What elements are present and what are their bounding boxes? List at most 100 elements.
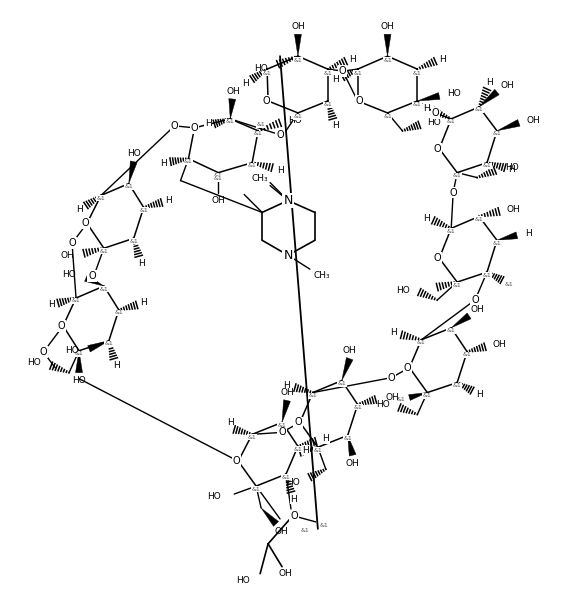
- Text: O: O: [191, 123, 198, 133]
- Text: H: H: [138, 259, 145, 268]
- Text: OH: OH: [527, 116, 540, 125]
- Text: &1: &1: [474, 107, 484, 112]
- Text: OH: OH: [278, 569, 292, 578]
- Text: HO: HO: [28, 358, 41, 367]
- Text: &1: &1: [139, 208, 148, 213]
- Text: H: H: [205, 119, 212, 128]
- Text: HO: HO: [427, 118, 441, 127]
- Text: &1: &1: [104, 341, 113, 346]
- Text: OH: OH: [500, 80, 514, 89]
- Text: HO: HO: [127, 149, 140, 158]
- Text: H: H: [284, 381, 291, 390]
- Text: H: H: [76, 205, 83, 214]
- Text: &1: &1: [293, 58, 303, 62]
- Text: &1: &1: [323, 103, 332, 107]
- Text: HO: HO: [207, 491, 221, 500]
- Text: &1: &1: [474, 217, 484, 222]
- Text: &1: &1: [278, 423, 286, 428]
- Polygon shape: [261, 508, 278, 526]
- Text: &1: &1: [115, 310, 123, 316]
- Text: O: O: [433, 253, 441, 263]
- Text: O: O: [471, 295, 479, 305]
- Text: &1: &1: [281, 475, 291, 479]
- Text: OH: OH: [343, 346, 356, 355]
- Text: H: H: [476, 390, 482, 399]
- Text: OH: OH: [386, 393, 399, 402]
- Text: &1: &1: [248, 163, 257, 168]
- Text: &1: &1: [100, 249, 108, 254]
- Text: H: H: [160, 159, 167, 168]
- Text: &1: &1: [417, 340, 426, 345]
- Text: &1: &1: [214, 176, 223, 181]
- Text: O: O: [403, 362, 411, 373]
- Text: H: H: [277, 166, 284, 175]
- Text: &1: &1: [383, 58, 392, 62]
- Text: OH: OH: [280, 388, 294, 397]
- Text: HO: HO: [72, 376, 86, 385]
- Text: &1: &1: [252, 487, 261, 491]
- Text: H: H: [242, 79, 249, 88]
- Text: H: H: [113, 361, 120, 370]
- Text: H: H: [439, 55, 446, 64]
- Text: &1: &1: [413, 71, 422, 76]
- Text: &1: &1: [354, 71, 362, 76]
- Text: O: O: [356, 96, 363, 106]
- Text: H: H: [323, 434, 329, 443]
- Text: &1: &1: [248, 435, 257, 440]
- Text: O: O: [388, 373, 395, 383]
- Polygon shape: [497, 232, 518, 240]
- Text: O: O: [233, 456, 240, 466]
- Text: HO: HO: [286, 478, 300, 487]
- Text: O: O: [449, 188, 457, 197]
- Polygon shape: [295, 34, 301, 56]
- Text: &1: &1: [129, 239, 138, 244]
- Text: O: O: [81, 218, 89, 229]
- Text: &1: &1: [100, 287, 108, 292]
- Text: O: O: [88, 271, 96, 281]
- Polygon shape: [85, 275, 104, 286]
- Text: O: O: [278, 427, 286, 437]
- Text: H: H: [486, 77, 492, 86]
- Text: HO: HO: [376, 400, 390, 409]
- Text: &1: &1: [337, 381, 346, 386]
- Text: &1: &1: [319, 523, 328, 529]
- Text: HO: HO: [447, 89, 461, 98]
- Text: O: O: [339, 66, 347, 76]
- Text: H: H: [332, 74, 339, 83]
- Text: &1: &1: [413, 103, 422, 107]
- Text: O: O: [262, 96, 270, 106]
- Text: &1: &1: [397, 397, 406, 402]
- Polygon shape: [417, 92, 440, 101]
- Polygon shape: [497, 119, 520, 131]
- Text: &1: &1: [482, 272, 492, 278]
- Text: &1: &1: [505, 281, 513, 287]
- Text: OH: OH: [346, 459, 359, 468]
- Text: H: H: [140, 298, 147, 307]
- Text: H: H: [332, 121, 339, 130]
- Text: OH: OH: [60, 251, 74, 260]
- Polygon shape: [384, 34, 391, 56]
- Text: &1: &1: [343, 436, 352, 441]
- Text: &1: &1: [453, 383, 461, 388]
- Text: &1: &1: [74, 351, 84, 356]
- Text: &1: &1: [96, 196, 105, 201]
- Text: &1: &1: [226, 119, 235, 124]
- Text: HO: HO: [505, 163, 519, 172]
- Text: &1: &1: [257, 122, 265, 127]
- Text: H: H: [291, 494, 297, 503]
- Text: O: O: [276, 130, 284, 140]
- Text: H: H: [350, 55, 356, 64]
- Text: H: H: [165, 196, 172, 205]
- Text: OH: OH: [274, 527, 288, 536]
- Text: N: N: [284, 196, 292, 205]
- Text: H: H: [508, 165, 515, 174]
- Text: &1: &1: [423, 393, 431, 398]
- Text: &1: &1: [308, 393, 317, 398]
- Text: &1: &1: [447, 119, 456, 124]
- Text: H: H: [303, 446, 309, 455]
- Polygon shape: [409, 392, 427, 400]
- Text: H: H: [525, 229, 532, 238]
- Text: &1: &1: [300, 529, 309, 533]
- Text: HO: HO: [237, 576, 250, 585]
- Text: O: O: [40, 347, 47, 357]
